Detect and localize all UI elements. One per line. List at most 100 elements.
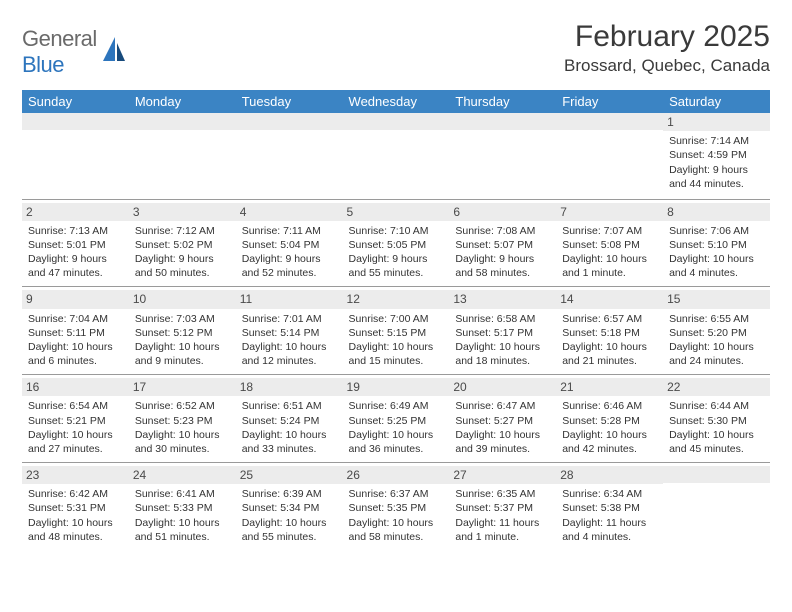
calendar-day-cell: 26Sunrise: 6:37 AMSunset: 5:35 PMDayligh… xyxy=(343,463,450,550)
calendar-day-cell: 12Sunrise: 7:00 AMSunset: 5:15 PMDayligh… xyxy=(343,287,450,375)
calendar-page: General Blue February 2025 Brossard, Que… xyxy=(0,0,792,560)
sunset-text: Sunset: 5:17 PM xyxy=(455,326,550,340)
day-info: Sunrise: 6:35 AMSunset: 5:37 PMDaylight:… xyxy=(455,487,550,544)
daylight-text: Daylight: 10 hours and 6 minutes. xyxy=(28,340,123,368)
daylight-text: Daylight: 10 hours and 18 minutes. xyxy=(455,340,550,368)
daylight-text: Daylight: 10 hours and 21 minutes. xyxy=(562,340,657,368)
day-info: Sunrise: 6:55 AMSunset: 5:20 PMDaylight:… xyxy=(669,312,764,369)
sunrise-text: Sunrise: 7:12 AM xyxy=(135,224,230,238)
day-number: 21 xyxy=(556,378,663,396)
sunset-text: Sunset: 5:08 PM xyxy=(562,238,657,252)
calendar-day-cell: 19Sunrise: 6:49 AMSunset: 5:25 PMDayligh… xyxy=(343,375,450,463)
calendar-day-cell: 21 Sunrise: 6:46 AMSunset: 5:28 PMDayligh… xyxy=(556,375,663,463)
sunrise-text: Sunrise: 7:10 AM xyxy=(349,224,444,238)
day-number: 15 xyxy=(663,290,770,308)
sunset-text: Sunset: 5:21 PM xyxy=(28,414,123,428)
day-number xyxy=(449,113,556,130)
calendar-day-cell: 8Sunrise: 7:06 AMSunset: 5:10 PMDaylight… xyxy=(663,199,770,287)
daylight-text: Daylight: 9 hours and 44 minutes. xyxy=(669,163,764,191)
sunset-text: Sunset: 5:05 PM xyxy=(349,238,444,252)
day-number xyxy=(343,113,450,130)
day-number: 28 xyxy=(556,466,663,484)
day-number xyxy=(22,113,129,130)
daylight-text: Daylight: 10 hours and 15 minutes. xyxy=(349,340,444,368)
sunrise-text: Sunrise: 7:06 AM xyxy=(669,224,764,238)
day-number: 22 xyxy=(663,378,770,396)
day-info: Sunrise: 6:42 AMSunset: 5:31 PMDaylight:… xyxy=(28,487,123,544)
daylight-text: Daylight: 10 hours and 30 minutes. xyxy=(135,428,230,456)
sunset-text: Sunset: 5:01 PM xyxy=(28,238,123,252)
sunset-text: Sunset: 5:18 PM xyxy=(562,326,657,340)
day-number: 20 xyxy=(449,378,556,396)
calendar-day-cell: 16Sunrise: 6:54 AMSunset: 5:21 PMDayligh… xyxy=(22,375,129,463)
sunrise-text: Sunrise: 7:00 AM xyxy=(349,312,444,326)
calendar-day-cell: 25Sunrise: 6:39 AMSunset: 5:34 PMDayligh… xyxy=(236,463,343,550)
day-info: Sunrise: 6:39 AMSunset: 5:34 PMDaylight:… xyxy=(242,487,337,544)
day-number: 3 xyxy=(129,203,236,221)
sunrise-text: Sunrise: 6:42 AM xyxy=(28,487,123,501)
daylight-text: Daylight: 10 hours and 24 minutes. xyxy=(669,340,764,368)
calendar-week-row: 16Sunrise: 6:54 AMSunset: 5:21 PMDayligh… xyxy=(22,375,770,463)
day-info: Sunrise: 6:44 AMSunset: 5:30 PMDaylight:… xyxy=(669,399,764,456)
day-number xyxy=(556,113,663,130)
sunrise-text: Sunrise: 6:46 AM xyxy=(562,399,657,413)
sunrise-text: Sunrise: 7:03 AM xyxy=(135,312,230,326)
day-number: 10 xyxy=(129,290,236,308)
calendar-day-cell: 5Sunrise: 7:10 AMSunset: 5:05 PMDaylight… xyxy=(343,199,450,287)
sunrise-text: Sunrise: 6:57 AM xyxy=(562,312,657,326)
day-number: 16 xyxy=(22,378,129,396)
day-info: Sunrise: 7:04 AMSunset: 5:11 PMDaylight:… xyxy=(28,312,123,369)
day-info: Sunrise: 6:41 AMSunset: 5:33 PMDaylight:… xyxy=(135,487,230,544)
day-info: Sunrise: 6:46 AMSunset: 5:28 PMDaylight:… xyxy=(562,399,657,456)
daylight-text: Daylight: 9 hours and 52 minutes. xyxy=(242,252,337,280)
sunrise-text: Sunrise: 6:51 AM xyxy=(242,399,337,413)
sunrise-text: Sunrise: 6:35 AM xyxy=(455,487,550,501)
calendar-week-row: 23 Sunrise: 6:42 AMSunset: 5:31 PMDayligh… xyxy=(22,463,770,550)
calendar-week-row: 1 Sunrise: 7:14 AMSunset: 4:59 PMDaylight… xyxy=(22,113,770,199)
day-info: Sunrise: 6:57 AMSunset: 5:18 PMDaylight:… xyxy=(562,312,657,369)
day-number: 23 xyxy=(22,466,129,484)
sunset-text: Sunset: 5:02 PM xyxy=(135,238,230,252)
day-number: 14 xyxy=(556,290,663,308)
sunset-text: Sunset: 5:10 PM xyxy=(669,238,764,252)
day-number: 4 xyxy=(236,203,343,221)
sunset-text: Sunset: 5:11 PM xyxy=(28,326,123,340)
day-number: 9 xyxy=(22,290,129,308)
sunrise-text: Sunrise: 6:52 AM xyxy=(135,399,230,413)
sunrise-text: Sunrise: 6:41 AM xyxy=(135,487,230,501)
calendar-day-cell xyxy=(129,113,236,199)
day-info: Sunrise: 6:34 AMSunset: 5:38 PMDaylight:… xyxy=(562,487,657,544)
calendar-day-cell: 6Sunrise: 7:08 AMSunset: 5:07 PMDaylight… xyxy=(449,199,556,287)
weekday-header: Sunday xyxy=(22,90,129,113)
sunset-text: Sunset: 5:25 PM xyxy=(349,414,444,428)
logo: General Blue xyxy=(22,20,127,78)
weekday-header: Tuesday xyxy=(236,90,343,113)
day-info: Sunrise: 7:12 AMSunset: 5:02 PMDaylight:… xyxy=(135,224,230,281)
sunset-text: Sunset: 5:34 PM xyxy=(242,501,337,515)
day-info: Sunrise: 7:00 AMSunset: 5:15 PMDaylight:… xyxy=(349,312,444,369)
title-block: February 2025 Brossard, Quebec, Canada xyxy=(564,20,770,76)
day-number: 11 xyxy=(236,290,343,308)
day-info: Sunrise: 7:14 AMSunset: 4:59 PMDaylight:… xyxy=(669,134,764,191)
logo-text: General Blue xyxy=(22,26,97,78)
sunset-text: Sunset: 5:20 PM xyxy=(669,326,764,340)
sunset-text: Sunset: 5:23 PM xyxy=(135,414,230,428)
daylight-text: Daylight: 10 hours and 33 minutes. xyxy=(242,428,337,456)
weekday-header: Wednesday xyxy=(343,90,450,113)
calendar-day-cell xyxy=(236,113,343,199)
calendar-day-cell: 18Sunrise: 6:51 AMSunset: 5:24 PMDayligh… xyxy=(236,375,343,463)
weekday-header: Monday xyxy=(129,90,236,113)
daylight-text: Daylight: 10 hours and 45 minutes. xyxy=(669,428,764,456)
calendar-week-row: 2Sunrise: 7:13 AMSunset: 5:01 PMDaylight… xyxy=(22,199,770,287)
calendar-day-cell: 1 Sunrise: 7:14 AMSunset: 4:59 PMDaylight… xyxy=(663,113,770,199)
calendar-day-cell: 15 Sunrise: 6:55 AMSunset: 5:20 PMDayligh… xyxy=(663,287,770,375)
day-number: 1 xyxy=(663,113,770,131)
location: Brossard, Quebec, Canada xyxy=(564,56,770,76)
sunrise-text: Sunrise: 6:34 AM xyxy=(562,487,657,501)
sunrise-text: Sunrise: 6:55 AM xyxy=(669,312,764,326)
sunrise-text: Sunrise: 6:39 AM xyxy=(242,487,337,501)
day-info: Sunrise: 6:37 AMSunset: 5:35 PMDaylight:… xyxy=(349,487,444,544)
sunrise-text: Sunrise: 6:58 AM xyxy=(455,312,550,326)
daylight-text: Daylight: 9 hours and 55 minutes. xyxy=(349,252,444,280)
sunset-text: Sunset: 5:14 PM xyxy=(242,326,337,340)
